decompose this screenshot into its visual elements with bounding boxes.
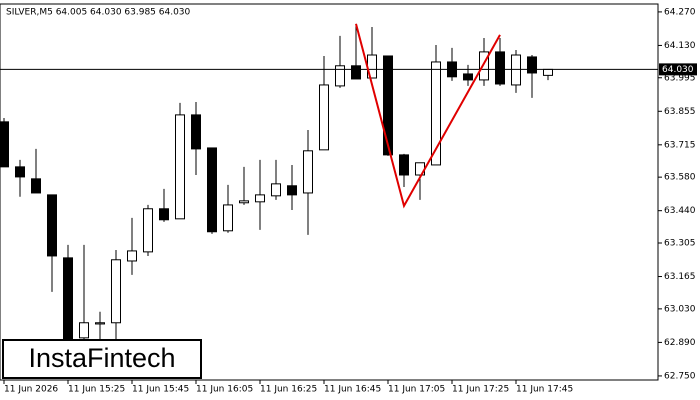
candle-body xyxy=(431,61,441,166)
candle-body xyxy=(0,121,9,168)
y-tick-label: 63.995 xyxy=(664,73,696,83)
candle-body xyxy=(287,185,297,196)
candle-body xyxy=(239,200,249,204)
candle-body xyxy=(271,183,281,197)
candle-body xyxy=(111,259,121,324)
candle-body xyxy=(511,54,521,86)
price-label-box xyxy=(659,63,697,76)
logo-box xyxy=(2,339,202,379)
candle-body xyxy=(399,154,409,176)
y-tick-label: 63.715 xyxy=(664,140,696,150)
candle-body xyxy=(335,65,345,87)
candle-body xyxy=(495,51,505,85)
x-tick-label: 11 Jun 16:05 xyxy=(196,385,253,395)
candle-body xyxy=(127,250,137,262)
y-tick-label: 62.890 xyxy=(664,338,696,348)
candle-body xyxy=(159,208,169,221)
candle-body xyxy=(207,147,217,233)
price-label: 64.030 xyxy=(662,65,694,75)
y-tick-label: 63.165 xyxy=(664,272,696,282)
y-tick-label: 63.855 xyxy=(664,107,696,117)
chart-title: SILVER,M5 64.005 64.030 63.985 64.030 xyxy=(6,8,191,18)
x-tick-label: 11 Jun 16:45 xyxy=(324,385,381,395)
candle-body xyxy=(303,150,313,194)
candle-body xyxy=(351,65,361,80)
x-tick-label: 11 Jun 17:25 xyxy=(452,385,509,395)
candle-body xyxy=(63,257,73,346)
candle-body xyxy=(527,56,537,74)
y-tick-label: 64.130 xyxy=(664,41,696,51)
candle-body xyxy=(463,73,473,81)
x-tick-label: 11 Jun 2026 xyxy=(4,385,58,395)
y-tick-label: 63.030 xyxy=(664,304,696,314)
y-tick-label: 64.270 xyxy=(664,7,696,17)
candle-body xyxy=(383,55,393,156)
candle-body xyxy=(15,166,25,178)
x-tick-label: 11 Jun 16:25 xyxy=(260,385,317,395)
candle-body xyxy=(79,322,89,339)
candle-body xyxy=(479,51,489,81)
candle-body xyxy=(223,204,233,232)
x-tick-label: 11 Jun 17:05 xyxy=(388,385,445,395)
y-tick-label: 63.440 xyxy=(664,206,696,216)
candle-body xyxy=(191,114,201,150)
candle-body xyxy=(31,178,41,194)
candle-body xyxy=(95,322,105,325)
candle-body xyxy=(47,194,57,257)
x-tick-label: 11 Jun 17:45 xyxy=(516,385,573,395)
candle-body xyxy=(543,68,553,76)
candle-body xyxy=(143,208,153,253)
pattern-line xyxy=(355,23,501,209)
logo: InstaFintech xyxy=(28,343,175,373)
candle-body xyxy=(175,114,185,220)
candle-body xyxy=(255,194,265,203)
x-tick-label: 11 Jun 15:45 xyxy=(132,385,189,395)
x-tick-label: 11 Jun 15:25 xyxy=(68,385,125,395)
y-tick-label: 62.750 xyxy=(664,371,696,381)
y-tick-label: 63.580 xyxy=(664,173,696,183)
plot-frame xyxy=(0,3,659,381)
y-tick-label: 63.305 xyxy=(664,239,696,249)
candle-body xyxy=(319,84,329,151)
